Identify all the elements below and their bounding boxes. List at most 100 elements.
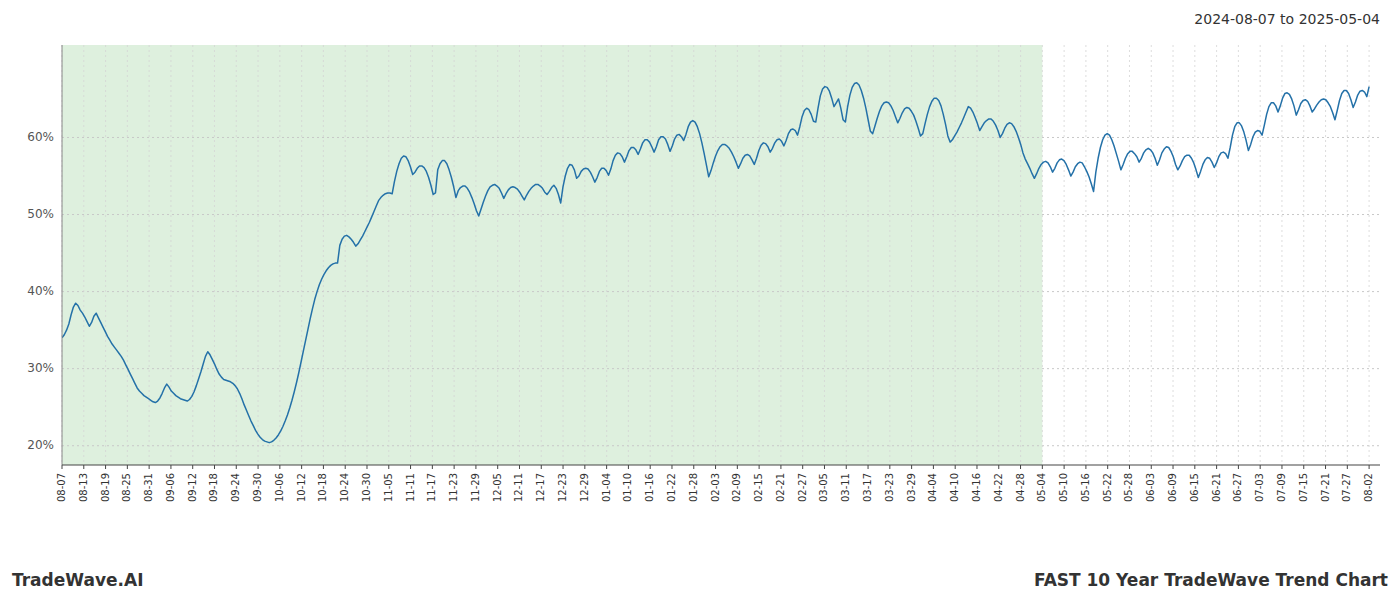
x-tick-label: 02-27: [797, 473, 808, 502]
x-tick-label: 04-16: [971, 473, 982, 502]
x-tick-mark: [1303, 465, 1304, 469]
x-grid-line: [1064, 45, 1065, 465]
x-tick-label: 06-27: [1232, 473, 1243, 502]
x-tick-label: 01-22: [666, 473, 677, 502]
y-grid-line: [62, 368, 1380, 369]
x-tick-label: 04-22: [993, 473, 1004, 502]
x-tick-mark: [345, 465, 346, 469]
y-grid-line: [62, 291, 1380, 292]
x-grid-line: [366, 45, 367, 465]
x-tick-mark: [998, 465, 999, 469]
y-tick-label: 50%: [27, 207, 54, 221]
x-tick-label: 07-21: [1320, 473, 1331, 502]
x-grid-line: [214, 45, 215, 465]
x-tick-label: 03-05: [818, 473, 829, 502]
x-tick-label: 09-12: [187, 473, 198, 502]
x-tick-mark: [1216, 465, 1217, 469]
x-grid-line: [323, 45, 324, 465]
x-grid-line: [671, 45, 672, 465]
x-grid-line: [83, 45, 84, 465]
x-grid-line: [497, 45, 498, 465]
x-tick-label: 09-24: [230, 473, 241, 502]
shaded-layer: [62, 45, 1042, 465]
x-tick-label: 09-06: [165, 473, 176, 502]
x-tick-label: 07-15: [1298, 473, 1309, 502]
y-tick-label: 40%: [27, 284, 54, 298]
y-grid-line: [62, 445, 1380, 446]
x-tick-mark: [149, 465, 150, 469]
x-tick-mark: [1173, 465, 1174, 469]
x-tick-mark: [410, 465, 411, 469]
x-tick-label: 05-16: [1080, 473, 1091, 502]
x-tick-label: 08-07: [56, 473, 67, 502]
y-tick-label: 60%: [27, 130, 54, 144]
x-tick-mark: [606, 465, 607, 469]
x-tick-mark: [563, 465, 564, 469]
shaded-region: [62, 45, 1042, 465]
x-grid-line: [824, 45, 825, 465]
x-tick-mark: [1194, 465, 1195, 469]
x-tick-label: 01-04: [601, 473, 612, 502]
x-grid-line: [628, 45, 629, 465]
x-grid-line: [1369, 45, 1370, 465]
x-grid-line: [976, 45, 977, 465]
x-tick-label: 12-05: [492, 473, 503, 502]
x-grid-line: [388, 45, 389, 465]
x-tick-mark: [846, 465, 847, 469]
x-tick-mark: [671, 465, 672, 469]
x-grid-line: [258, 45, 259, 465]
x-grid-line: [606, 45, 607, 465]
x-grid-line: [933, 45, 934, 465]
x-tick-label: 03-11: [840, 473, 851, 502]
x-tick-label: 05-04: [1036, 473, 1047, 502]
x-tick-mark: [824, 465, 825, 469]
x-tick-mark: [911, 465, 912, 469]
x-tick-label: 10-30: [361, 473, 372, 502]
x-grid-line: [62, 45, 63, 465]
x-tick-mark: [1151, 465, 1152, 469]
x-tick-label: 02-03: [710, 473, 721, 502]
x-tick-mark: [955, 465, 956, 469]
x-tick-mark: [170, 465, 171, 469]
x-tick-mark: [519, 465, 520, 469]
x-tick-mark: [62, 465, 63, 469]
x-tick-label: 01-28: [688, 473, 699, 502]
y-tick-label: 30%: [27, 361, 54, 375]
x-tick-mark: [1107, 465, 1108, 469]
x-grid-line: [279, 45, 280, 465]
line-layer: [62, 83, 1369, 443]
x-grid-line: [519, 45, 520, 465]
x-grid-line: [563, 45, 564, 465]
x-grid-line: [149, 45, 150, 465]
x-tick-mark: [105, 465, 106, 469]
x-tick-label: 07-27: [1341, 473, 1352, 502]
x-tick-mark: [1085, 465, 1086, 469]
x-tick-label: 08-02: [1363, 473, 1374, 502]
x-tick-mark: [1238, 465, 1239, 469]
y-grid-line: [62, 137, 1380, 138]
x-tick-label: 08-19: [100, 473, 111, 502]
x-tick-mark: [192, 465, 193, 469]
x-tick-mark: [1129, 465, 1130, 469]
x-tick-label: 10-12: [296, 473, 307, 502]
x-tick-label: 04-28: [1015, 473, 1026, 502]
x-tick-label: 06-21: [1211, 473, 1222, 502]
x-tick-label: 08-25: [121, 473, 132, 502]
x-tick-label: 03-29: [906, 473, 917, 502]
x-grid-line: [759, 45, 760, 465]
x-tick-mark: [737, 465, 738, 469]
x-grid-line: [1085, 45, 1086, 465]
x-grid-line: [889, 45, 890, 465]
x-tick-mark: [759, 465, 760, 469]
x-grid-line: [192, 45, 193, 465]
x-grid-line: [1107, 45, 1108, 465]
x-tick-label: 06-09: [1167, 473, 1178, 502]
x-tick-label: 11-11: [405, 473, 416, 502]
x-grid-line: [1173, 45, 1174, 465]
x-grid-line: [868, 45, 869, 465]
x-tick-mark: [1347, 465, 1348, 469]
x-tick-mark: [323, 465, 324, 469]
x-grid-line: [236, 45, 237, 465]
x-grid-line: [1151, 45, 1152, 465]
x-grid-line: [1238, 45, 1239, 465]
